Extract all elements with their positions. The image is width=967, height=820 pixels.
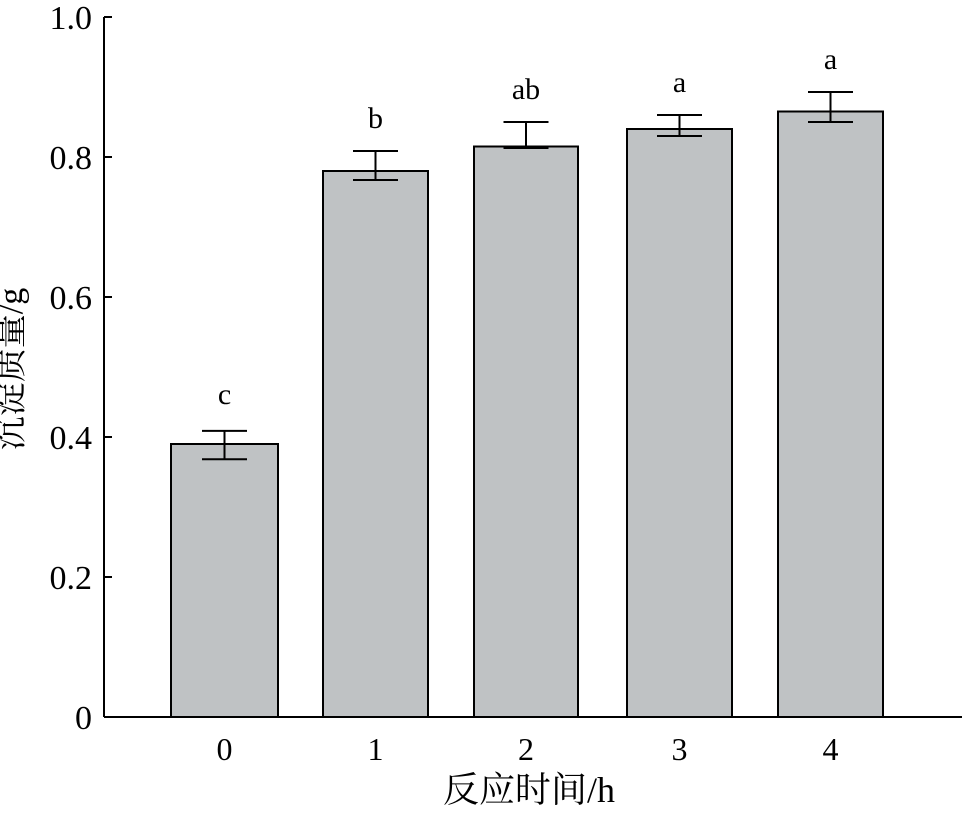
svg-text:0.4: 0.4 bbox=[50, 420, 93, 457]
svg-text:a: a bbox=[824, 43, 837, 76]
svg-text:2: 2 bbox=[518, 731, 534, 767]
svg-text:b: b bbox=[368, 102, 383, 135]
svg-text:c: c bbox=[218, 378, 231, 411]
svg-text:1: 1 bbox=[368, 731, 384, 767]
svg-text:3: 3 bbox=[672, 731, 688, 767]
svg-text:0: 0 bbox=[75, 700, 92, 737]
svg-text:0.8: 0.8 bbox=[50, 140, 93, 177]
svg-text:0.2: 0.2 bbox=[50, 560, 93, 597]
svg-text:0: 0 bbox=[217, 731, 233, 767]
svg-text:ab: ab bbox=[512, 73, 540, 106]
svg-text:反应时间/h: 反应时间/h bbox=[443, 770, 615, 810]
svg-text:4: 4 bbox=[823, 731, 839, 767]
svg-text:沉淀质量/g: 沉淀质量/g bbox=[0, 288, 30, 450]
svg-text:1.0: 1.0 bbox=[50, 0, 93, 37]
svg-text:0.6: 0.6 bbox=[50, 280, 93, 317]
svg-text:a: a bbox=[673, 66, 686, 99]
